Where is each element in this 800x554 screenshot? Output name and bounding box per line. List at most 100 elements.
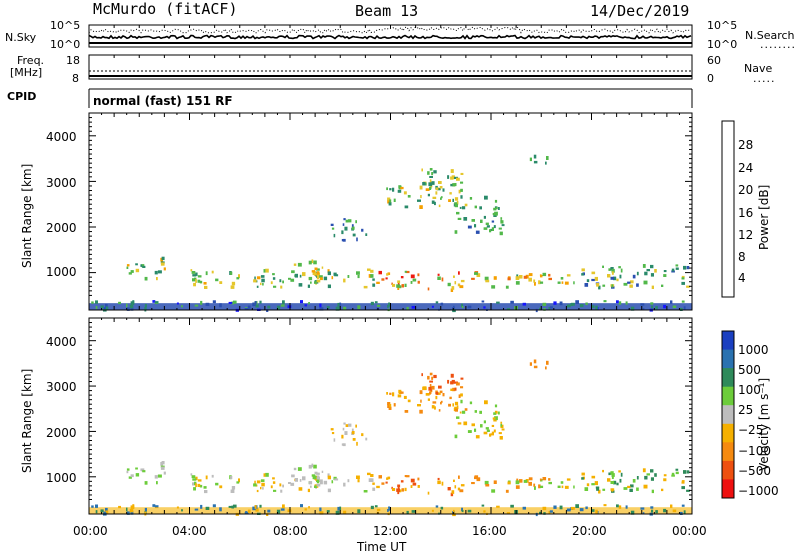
power-cell bbox=[671, 270, 675, 273]
power-cell bbox=[447, 175, 450, 179]
power-cell bbox=[230, 285, 235, 289]
velocity-cell bbox=[261, 482, 265, 487]
power-cell bbox=[313, 260, 317, 265]
velocity-cell bbox=[450, 373, 454, 378]
velocity-cell bbox=[266, 513, 269, 516]
power-cell bbox=[272, 277, 276, 280]
power-cell bbox=[491, 227, 494, 231]
power-cell bbox=[447, 282, 451, 287]
power-cell bbox=[400, 186, 404, 190]
power-cell bbox=[397, 282, 400, 286]
power-cell bbox=[194, 304, 199, 307]
power-cell bbox=[192, 274, 197, 277]
velocity-cell bbox=[460, 386, 464, 389]
velocity-cell bbox=[321, 470, 324, 473]
power-cell bbox=[219, 303, 222, 308]
velocity-cell bbox=[629, 488, 633, 492]
velocity-cell bbox=[454, 434, 458, 439]
velocity-cell bbox=[316, 483, 321, 487]
velocity-cell bbox=[485, 484, 490, 487]
power-cell bbox=[450, 169, 454, 173]
velocity-cell bbox=[337, 506, 340, 511]
velocity-cell bbox=[403, 395, 407, 399]
power-cell bbox=[126, 303, 128, 308]
power-cell bbox=[686, 266, 690, 270]
power-cell bbox=[388, 304, 391, 307]
power-cell bbox=[461, 306, 464, 309]
power-cell bbox=[670, 300, 673, 304]
power-ytick: 3000 bbox=[46, 176, 77, 190]
velocity-cell bbox=[351, 428, 354, 432]
velocity-cell bbox=[643, 484, 648, 489]
velocity-cell bbox=[586, 483, 590, 487]
velocity-cell bbox=[493, 480, 497, 484]
power-cell bbox=[386, 187, 388, 191]
velocity-cell bbox=[412, 482, 417, 486]
velocity-cell bbox=[427, 375, 430, 380]
power-cell bbox=[419, 205, 423, 209]
velocity-cell bbox=[474, 410, 477, 413]
velocity-ytick: 3000 bbox=[46, 380, 77, 394]
power-cell bbox=[378, 270, 382, 275]
velocity-cell bbox=[559, 505, 563, 510]
velocity-cell bbox=[407, 399, 411, 403]
velocity-cell bbox=[433, 374, 437, 379]
velocity-cell bbox=[263, 473, 266, 477]
power-cell bbox=[675, 264, 679, 267]
power-cell bbox=[431, 305, 434, 308]
velocity-cell bbox=[460, 399, 463, 404]
velocity-cell bbox=[272, 477, 275, 480]
power-cell bbox=[483, 306, 486, 309]
power-cell bbox=[654, 269, 657, 273]
velocity-cell bbox=[282, 504, 285, 509]
velocity-cell bbox=[650, 477, 654, 481]
velocity-panel-frame bbox=[88, 317, 693, 515]
velocity-cell bbox=[410, 478, 415, 483]
velocity-cell bbox=[442, 393, 445, 397]
velocity-cell bbox=[522, 506, 526, 510]
power-cell bbox=[203, 282, 207, 285]
power-cell bbox=[407, 195, 411, 198]
velocity-cell bbox=[161, 461, 165, 465]
velocity-cell bbox=[142, 470, 146, 473]
power-cell bbox=[411, 306, 416, 309]
power-cell bbox=[252, 302, 256, 307]
power-cell bbox=[522, 302, 526, 306]
power-cell bbox=[276, 305, 281, 310]
velocity-cell bbox=[191, 475, 196, 479]
velocity-cell bbox=[591, 483, 595, 486]
power-cell bbox=[130, 301, 135, 305]
power-cell bbox=[397, 189, 402, 193]
power-cell bbox=[404, 205, 409, 209]
power-cell bbox=[571, 302, 575, 306]
power-cell bbox=[573, 281, 575, 285]
velocity-cell bbox=[447, 379, 450, 384]
power-cell bbox=[431, 200, 435, 204]
power-colorbar-frame bbox=[721, 120, 735, 298]
velocity-cell bbox=[319, 507, 322, 512]
freq-label-2: [MHz] bbox=[10, 66, 43, 79]
power-cell bbox=[200, 300, 203, 305]
velocity-cell bbox=[404, 487, 407, 492]
velocity-cell bbox=[499, 436, 503, 440]
velocity-cell bbox=[515, 485, 520, 489]
velocity-cell bbox=[595, 509, 598, 514]
velocity-cell bbox=[181, 509, 183, 512]
velocity-cell bbox=[681, 504, 685, 507]
velocity-cell bbox=[651, 489, 654, 494]
velocity-cell bbox=[195, 483, 197, 488]
velocity-cell bbox=[393, 403, 396, 407]
velocity-cell bbox=[561, 485, 564, 489]
velocity-cell bbox=[475, 435, 480, 439]
power-cell bbox=[118, 301, 121, 305]
velocity-cell bbox=[447, 487, 451, 491]
velocity-cell bbox=[450, 388, 453, 391]
velocity-cell bbox=[341, 434, 344, 439]
power-cell bbox=[494, 211, 498, 216]
velocity-cell bbox=[304, 508, 307, 511]
power-cell bbox=[566, 304, 571, 308]
velocity-cell bbox=[398, 389, 402, 394]
velocity-cell bbox=[636, 487, 639, 491]
velocity-cell bbox=[459, 489, 464, 493]
power-cell bbox=[376, 304, 381, 307]
